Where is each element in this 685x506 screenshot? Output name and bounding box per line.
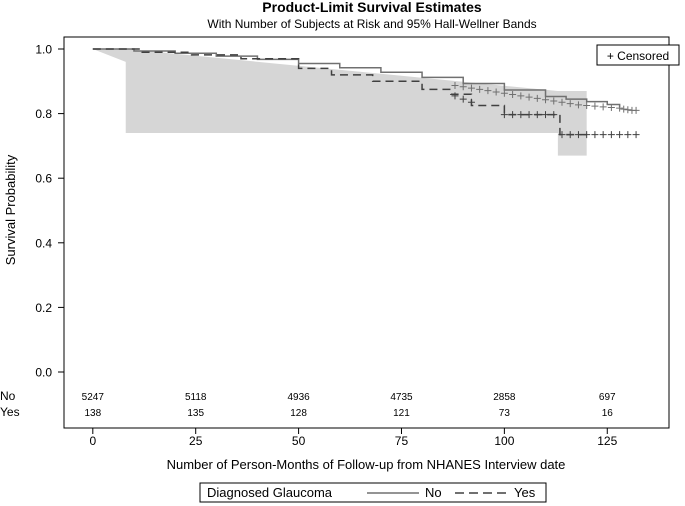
censor-mark-yes (467, 98, 475, 106)
censor-mark-yes (574, 131, 582, 139)
censor-mark-no (566, 100, 574, 108)
censor-mark-no (500, 89, 508, 97)
censor-mark-no (632, 106, 640, 114)
censor-mark-no (550, 97, 558, 105)
plot-frame (63, 36, 670, 429)
censor-mark-yes (451, 92, 459, 100)
at-risk-value: 73 (499, 408, 511, 419)
confidence-band-layer (92, 49, 587, 156)
censor-mark-no (517, 92, 525, 100)
censor-mark-yes (550, 111, 558, 119)
at-risk-value: 4735 (390, 392, 413, 403)
at-risk-value: 121 (393, 408, 410, 419)
censor-mark-no (459, 83, 467, 91)
censor-mark-no (451, 81, 459, 89)
chart-title: Product-Limit Survival Estimates (262, 0, 482, 15)
censor-mark-yes (624, 131, 632, 139)
censor-mark-no (492, 88, 500, 96)
series-line-yes (92, 48, 587, 136)
x-tick-label: 75 (395, 434, 409, 448)
censored-legend-text: + Censored (607, 49, 669, 63)
y-tick-label: 0.0 (35, 366, 52, 380)
y-axis: 0.0 0.2 0.4 0.6 0.8 1.0 (35, 43, 64, 380)
group-legend: Diagnosed Glaucoma No Yes (199, 482, 547, 503)
censor-mark-no (607, 103, 615, 111)
at-risk-value: 135 (187, 408, 204, 419)
at-risk-value: 5118 (185, 392, 207, 403)
series-line-no (92, 48, 621, 108)
at-risk-value: 128 (290, 408, 307, 419)
censor-marker-layer (451, 81, 640, 139)
censored-legend-box (596, 44, 680, 66)
x-axis-label: Number of Person-Months of Follow-up fro… (167, 457, 566, 472)
censor-mark-no (509, 91, 517, 99)
censor-mark-no (484, 87, 492, 95)
series-line-layer (92, 48, 621, 136)
censor-mark-no (624, 106, 632, 114)
censor-mark-no (591, 102, 599, 110)
at-risk-row-label: No (0, 389, 16, 403)
censor-mark-no (616, 104, 624, 112)
censor-mark-no (525, 93, 533, 101)
x-tick-label: 100 (494, 434, 514, 448)
confidence-band (92, 49, 587, 156)
y-tick-label: 1.0 (35, 43, 52, 57)
censor-mark-yes (616, 131, 624, 139)
censor-mark-no (533, 94, 541, 102)
censor-mark-yes (459, 95, 467, 103)
censor-mark-yes (525, 111, 533, 119)
censor-mark-yes (583, 131, 591, 139)
y-axis-label: Survival Probability (3, 154, 18, 265)
y-tick-label: 0.6 (35, 172, 52, 186)
legend-label-no: No (425, 485, 442, 500)
x-tick-label: 25 (189, 434, 203, 448)
censor-mark-no (467, 84, 475, 92)
at-risk-value: 138 (84, 408, 101, 419)
at-risk-value: 2858 (493, 392, 516, 403)
censor-mark-no (558, 98, 566, 106)
x-tick-label: 0 (89, 434, 96, 448)
at-risk-table: No 5247 5118 4936 4735 2858 697 Yes 138 135 128 121… (0, 389, 616, 419)
censor-mark-no (583, 102, 591, 110)
at-risk-value: 4936 (287, 392, 310, 403)
x-tick-label: 125 (597, 434, 617, 448)
x-axis: 0 25 50 75 100 125 (89, 428, 618, 448)
at-risk-value: 16 (602, 408, 614, 419)
chart-subtitle: With Number of Subjects at Risk and 95% … (207, 17, 536, 31)
censored-legend: + Censored (596, 44, 680, 66)
x-tick-label: 50 (292, 434, 306, 448)
censor-mark-yes (607, 131, 615, 139)
censor-mark-yes (542, 111, 550, 119)
censor-mark-no (476, 85, 484, 93)
censor-mark-no (620, 105, 628, 113)
at-risk-value: 5247 (82, 392, 105, 403)
censor-mark-yes (599, 131, 607, 139)
censor-mark-yes (632, 131, 640, 139)
censor-mark-no (599, 103, 607, 111)
censor-mark-no (574, 101, 582, 109)
at-risk-value: 697 (599, 392, 616, 403)
at-risk-row-label: Yes (0, 405, 20, 419)
y-tick-label: 0.4 (35, 236, 52, 250)
y-tick-label: 0.2 (35, 301, 52, 315)
censor-mark-yes (509, 111, 517, 119)
legend-label-yes: Yes (514, 485, 536, 500)
censor-mark-yes (533, 111, 541, 119)
censor-mark-yes (558, 131, 566, 139)
group-legend-title: Diagnosed Glaucoma (207, 485, 333, 500)
censor-mark-yes (500, 111, 508, 119)
censor-mark-yes (591, 131, 599, 139)
censor-mark-yes (566, 131, 574, 139)
y-tick-label: 0.8 (35, 107, 52, 121)
censor-mark-no (542, 96, 550, 104)
censor-mark-yes (517, 111, 525, 119)
